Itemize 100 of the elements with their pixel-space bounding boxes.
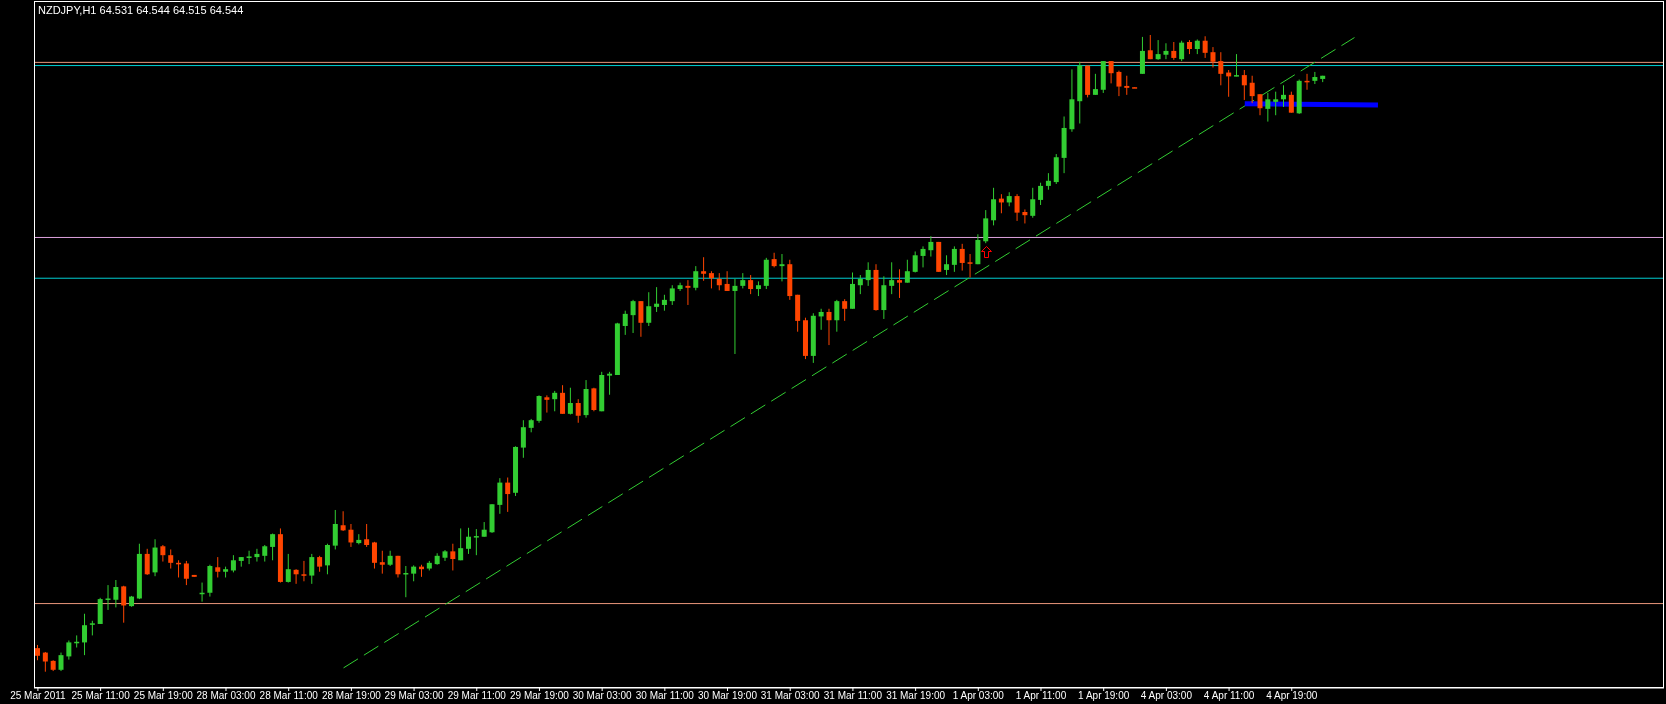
candlestick — [254, 548, 260, 563]
candlestick — [246, 550, 252, 565]
candlestick — [379, 550, 385, 575]
candlestick — [693, 265, 699, 291]
candlestick — [105, 584, 111, 611]
candlestick — [301, 560, 307, 582]
candlestick — [897, 268, 903, 299]
candlestick — [991, 187, 997, 226]
candlestick — [748, 274, 754, 295]
candlestick — [920, 245, 926, 268]
candlestick — [340, 510, 346, 532]
candlestick — [607, 371, 613, 396]
candlestick — [1202, 35, 1208, 59]
candlestick — [450, 543, 456, 571]
candlestick — [842, 298, 848, 322]
candlestick — [701, 256, 707, 282]
candlestick — [497, 477, 503, 515]
candlestick — [458, 527, 464, 561]
candlestick — [732, 278, 738, 355]
candlestick — [1163, 42, 1169, 60]
candlestick — [575, 398, 581, 424]
candlestick — [771, 252, 777, 268]
candlestick — [677, 282, 683, 292]
candlestick — [826, 308, 832, 346]
candlestick — [1038, 182, 1044, 206]
candlestick — [544, 394, 550, 414]
candlestick — [285, 553, 291, 584]
chart-title: NZDJPY,H1 64.531 64.544 64.515 64.544 — [38, 4, 244, 16]
candlestick — [1030, 187, 1036, 219]
candlestick — [646, 291, 652, 327]
x-tick-label: 4 Apr 19:00 — [1266, 690, 1318, 702]
candlestick — [1022, 208, 1028, 224]
candlestick — [160, 544, 166, 563]
x-tick-label: 28 Mar 19:00 — [321, 690, 382, 702]
candlestick — [560, 384, 566, 415]
candlestick — [168, 548, 174, 570]
candlestick — [270, 533, 276, 561]
candlestick — [309, 553, 315, 585]
candlestick — [113, 579, 119, 608]
candlestick — [1249, 75, 1255, 104]
candlestick — [1241, 69, 1247, 101]
candlestick — [1139, 36, 1145, 75]
candlestick — [638, 300, 644, 338]
candlestick — [520, 419, 526, 459]
x-tick-label: 4 Apr 03:00 — [1140, 690, 1193, 702]
candlestick — [348, 523, 354, 548]
x-tick-label: 1 Apr 11:00 — [1015, 690, 1067, 702]
candlestick — [332, 509, 338, 550]
candlestick — [42, 651, 48, 673]
candlestick — [983, 209, 989, 244]
x-tick-label: 30 Mar 03:00 — [572, 690, 633, 702]
candlestick — [865, 261, 871, 287]
candlestick — [324, 543, 330, 575]
x-tick-label: 25 Mar 2011 — [10, 690, 67, 702]
x-tick-label: 1 Apr 03:00 — [952, 690, 1005, 702]
candlestick — [1218, 51, 1224, 86]
candlestick — [1092, 73, 1098, 96]
candlestick — [889, 261, 895, 295]
candlestick — [685, 279, 691, 306]
candlestick — [959, 243, 965, 272]
x-tick-label: 25 Mar 19:00 — [133, 690, 194, 702]
candlestick — [834, 299, 840, 333]
candlestick — [144, 548, 150, 576]
candlestick — [818, 308, 824, 331]
candlestick — [293, 568, 299, 585]
candlestick — [1281, 84, 1287, 108]
candlestick — [1210, 46, 1216, 68]
x-tick-label: 28 Mar 03:00 — [196, 690, 256, 702]
candlestick — [58, 652, 64, 672]
candlestick — [1273, 91, 1279, 116]
x-tick-label: 29 Mar 19:00 — [509, 690, 570, 702]
candlestick — [215, 556, 221, 578]
candlestick — [1108, 60, 1114, 84]
candlestick — [82, 613, 88, 656]
candlestick — [473, 528, 479, 556]
candlestick — [1312, 71, 1318, 85]
candlestick — [66, 640, 72, 661]
candlestick — [466, 527, 472, 555]
candlestick — [904, 259, 910, 284]
candlestick — [951, 245, 957, 273]
candlestick — [1233, 53, 1239, 77]
candlestick — [622, 310, 628, 336]
candlestick — [1179, 40, 1185, 62]
candlestick — [1124, 75, 1130, 96]
x-tick-label: 30 Mar 11:00 — [635, 690, 695, 702]
x-tick-label: 31 Mar 11:00 — [823, 690, 883, 702]
x-tick-label: 31 Mar 03:00 — [760, 690, 821, 702]
candlestick — [403, 565, 409, 598]
candlestick — [779, 253, 785, 282]
x-tick-label: 30 Mar 19:00 — [698, 690, 758, 702]
candlestick — [552, 390, 558, 412]
candlestick — [669, 284, 675, 306]
candlestick — [1147, 34, 1153, 60]
candlestick — [183, 560, 189, 586]
x-tick-label: 1 Apr 19:00 — [1078, 690, 1130, 702]
candlestick — [630, 299, 636, 334]
x-tick-label: 25 Mar 11:00 — [71, 690, 131, 702]
candlestick — [567, 387, 573, 415]
x-tick-label: 31 Mar 19:00 — [886, 690, 946, 702]
candlestick — [505, 477, 511, 513]
